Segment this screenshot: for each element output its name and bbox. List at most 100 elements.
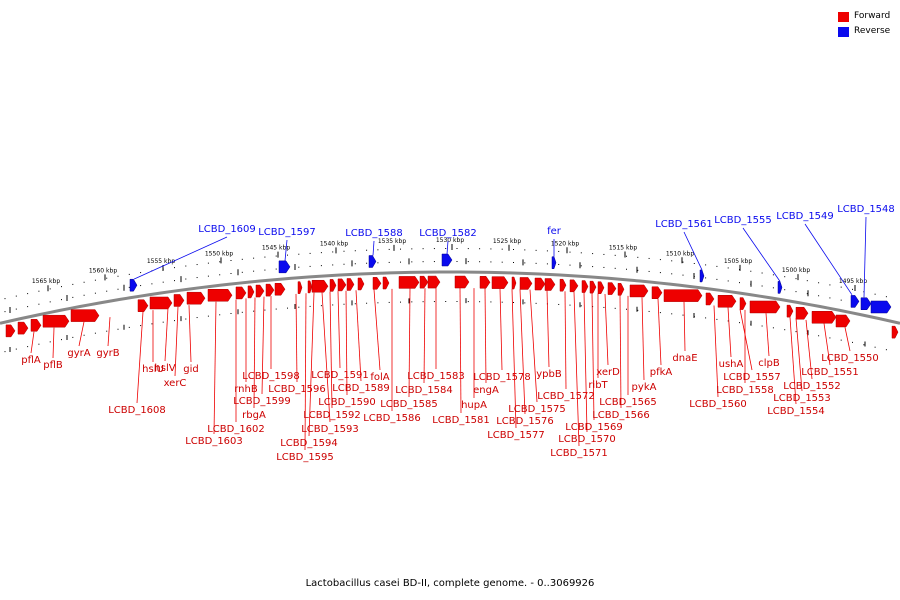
reverse-gene-label: LCBD_1548 [837,204,895,215]
forward-leader [337,291,341,369]
forward-gene [372,277,382,290]
forward-leader [136,311,144,404]
forward-gene-label: hupA [461,400,487,411]
forward-gene [311,279,329,293]
forward-gene-label: LCBD_1583 [407,371,465,382]
forward-leader [546,290,550,368]
forward-gene-label: xerC [164,378,187,389]
forward-leader [30,331,35,354]
forward-gene-label: LCBD_1584 [395,385,453,396]
forward-gene-label: LCBD_1603 [185,436,243,447]
forward-gene-label: LCBD_1558 [716,385,774,396]
forward-leader [789,317,797,405]
forward-leader [253,297,256,409]
forward-gene [749,300,781,314]
forward-gene [274,282,286,296]
forward-gene-label: LCBD_1576 [496,416,554,427]
forward-leader [304,293,307,451]
forward-leader [765,313,770,357]
forward-gene [705,292,715,306]
forward-gene [617,283,625,296]
forward-gene-label: gyrB [96,348,119,359]
forward-gene-label: LCBD_1566 [592,410,650,421]
reverse-gene [441,253,453,267]
reverse-gene [860,297,872,310]
scale-label: 1520 kbp [551,240,579,247]
scale-label: 1560 kbp [89,267,117,274]
forward-leader [739,309,753,371]
forward-gene-label: LCBD_1585 [380,399,438,410]
forward-gene [534,277,546,291]
forward-gene-label: LCBD_1595 [276,452,334,463]
forward-gene [307,280,313,294]
forward-leader [713,305,719,398]
forward-gene [811,311,837,324]
forward-leader [484,288,487,384]
forward-leader [619,295,622,409]
reverse-gene [368,255,377,268]
legend-reverse: Reverse [838,24,890,39]
scale-label: 1555 kbp [147,258,175,265]
reverse-leader [133,236,228,280]
scale-label: 1515 kbp [609,244,637,251]
forward-gene [559,278,567,292]
forward-gene [329,279,337,292]
reverse-leader [284,239,288,261]
reverse-gene [870,300,892,314]
forward-leader [459,288,462,414]
forward-gene-label: clpB [758,358,780,369]
forward-leader [727,307,732,358]
forward-gene-label: LCBD_1599 [233,396,291,407]
forward-leader [795,318,803,392]
forward-gene [663,289,703,302]
forward-gene [511,276,517,290]
reverse-gene [129,278,138,292]
reverse-leader [683,231,703,271]
forward-gene-label: LCBD_1590 [318,397,376,408]
forward-leader [345,290,348,396]
forward-gene-label: ribT [588,380,608,391]
forward-gene [70,309,100,322]
forward-gene-label: gid [183,364,198,375]
forward-leader [174,306,179,377]
forward-gene-label: pflA [21,355,41,366]
forward-gene-label: LCBD_1570 [558,434,616,445]
legend-forward: Forward [838,9,890,24]
forward-gene-label: folA [370,372,389,383]
forward-gene [5,324,16,338]
forward-gene-label: LCBD_1589 [332,383,390,394]
scale-label: 1535 kbp [378,238,406,245]
forward-gene [891,325,899,339]
forward-gene-label: LCBD_1572 [537,391,595,402]
scale-label: 1525 kbp [493,238,521,245]
scale-label: 1565 kbp [32,278,60,285]
forward-gene [544,278,556,291]
forward-gene-label: dnaE [672,353,697,364]
reverse-gene-label: LCBD_1582 [419,228,477,239]
forward-leader [683,301,686,352]
forward-gene [337,278,347,292]
forward-leader [823,323,831,366]
forward-gene-label: LCBD_1571 [550,448,608,459]
forward-gene [42,314,70,328]
forward-gene-label: LCBD_1592 [303,410,361,421]
forward-gene [786,304,794,318]
forward-gene [17,321,29,335]
reverse-gene-label: LCBD_1597 [258,227,316,238]
forward-gene [30,319,42,332]
forward-gene-label: xerD [596,367,620,378]
legend-forward-label: Forward [854,11,891,21]
forward-gene [173,294,185,307]
forward-gene-label: gyrA [67,348,90,359]
forward-gene [739,297,747,310]
forward-leader [564,291,567,390]
forward-gene [186,291,206,305]
forward-gene [629,284,649,298]
forward-leader [213,301,217,435]
scale-label: 1510 kbp [666,250,694,257]
legend: Forward Reverse [838,9,890,39]
forward-gene-label: LCBD_1596 [268,384,326,395]
forward-gene-label: LCBD_1593 [301,424,359,435]
forward-leader [511,288,517,429]
forward-gene [589,280,597,294]
